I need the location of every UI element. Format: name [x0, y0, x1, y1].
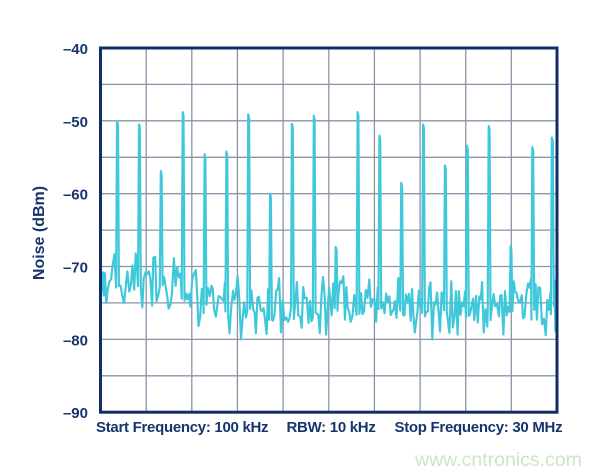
- svg-text:–80: –80: [63, 332, 88, 349]
- svg-text:–90: –90: [63, 405, 88, 422]
- svg-text:–50: –50: [63, 114, 88, 131]
- svg-text:–60: –60: [63, 187, 88, 204]
- svg-text:Stop Frequency: 30 MHz: Stop Frequency: 30 MHz: [395, 419, 563, 436]
- svg-text:www.cntronics.com: www.cntronics.com: [414, 449, 582, 471]
- svg-text:–70: –70: [63, 260, 88, 277]
- svg-text:RBW: 10 kHz: RBW: 10 kHz: [287, 419, 376, 436]
- svg-text:Start Frequency: 100 kHz: Start Frequency: 100 kHz: [96, 419, 268, 436]
- svg-text:Noise (dBm): Noise (dBm): [31, 186, 48, 280]
- svg-text:–40: –40: [63, 41, 88, 58]
